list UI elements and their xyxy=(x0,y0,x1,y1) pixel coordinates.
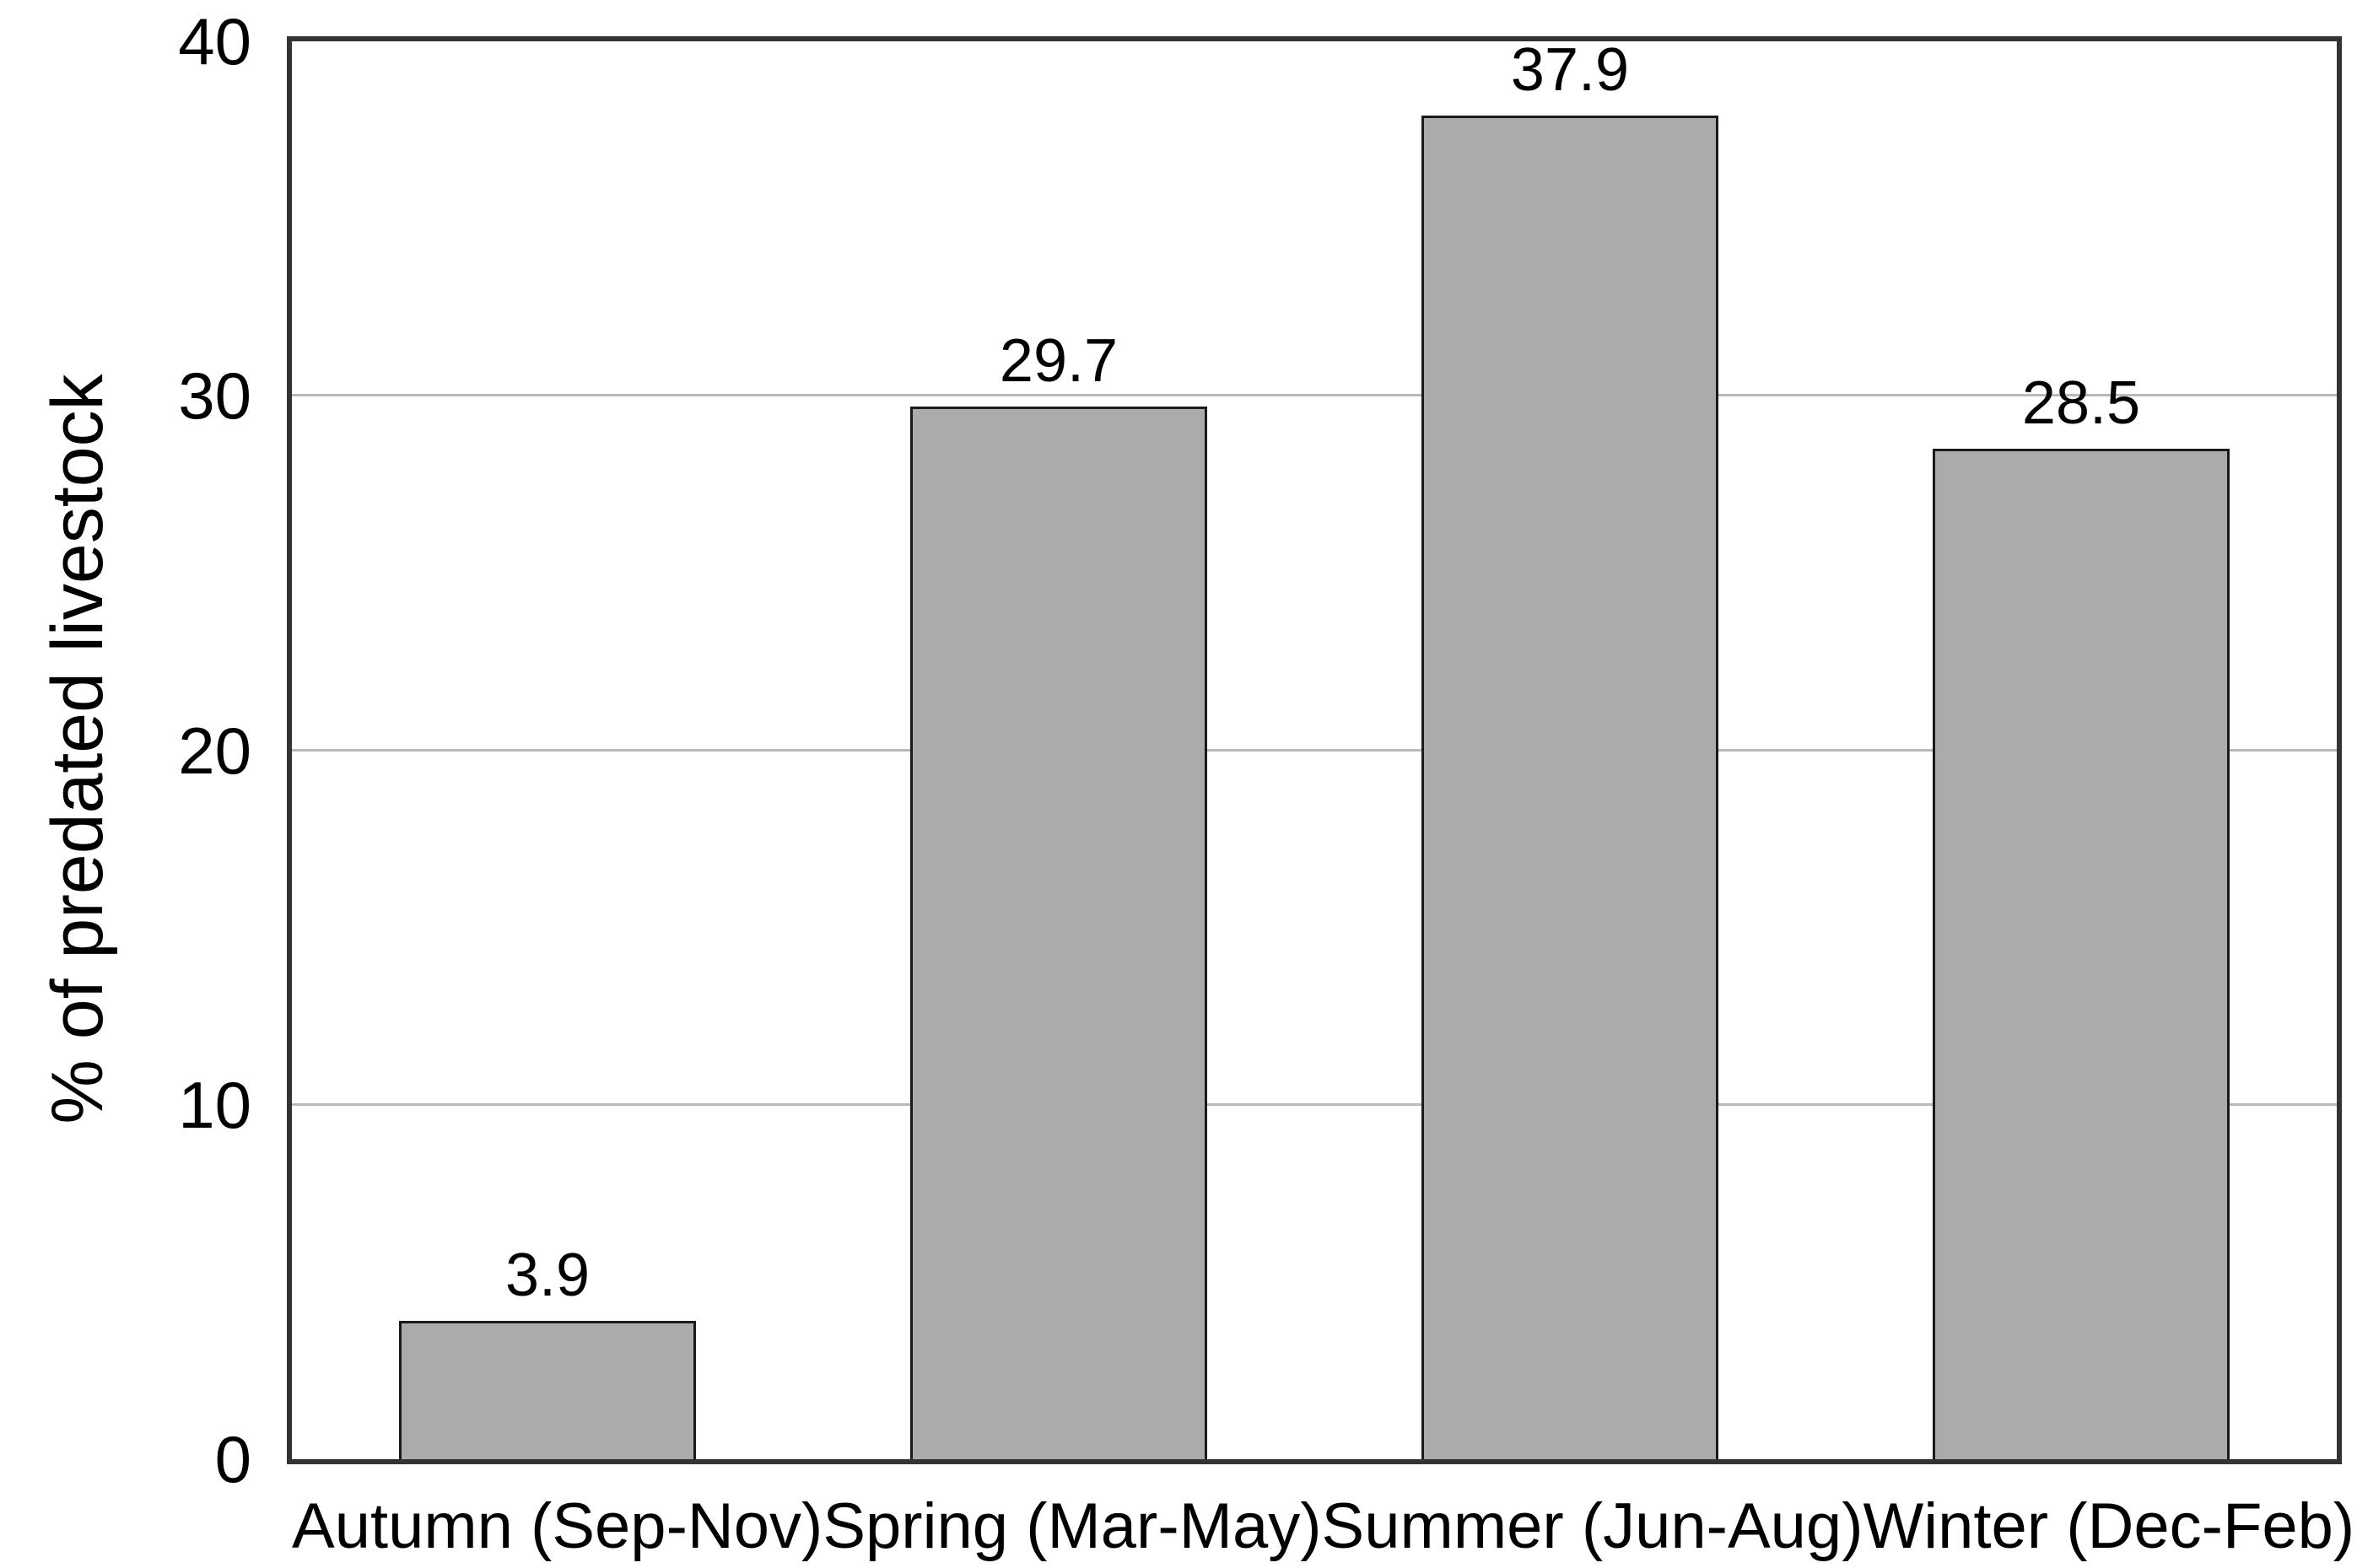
bar-value-label-2: 29.7 xyxy=(999,326,1119,395)
plot-area: 3.9 29.7 37.9 28.5 xyxy=(287,36,2342,1464)
bar-value-label-1: 3.9 xyxy=(504,1242,591,1310)
bar-2 xyxy=(910,406,1207,1459)
bar-value-label-3: 37.9 xyxy=(1510,36,1630,105)
x-category-label-4: Winter (Dec-Feb) xyxy=(1863,1490,2355,1562)
y-tick-label-10: 10 xyxy=(178,1067,251,1142)
bar-slot-3: 37.9 xyxy=(1314,36,1826,1459)
y-tick-label-40: 40 xyxy=(178,4,251,78)
bar-4 xyxy=(1933,449,2230,1459)
gridline-20 xyxy=(292,748,2337,752)
bar-1 xyxy=(399,1321,696,1459)
x-category-label-3: Summer (Jun-Aug) xyxy=(1321,1490,1863,1562)
gridline-30 xyxy=(292,394,2337,397)
x-axis-category-labels: Autumn (Sep-Nov) Spring (Mar-May) Summer (… xyxy=(292,1489,2354,1565)
bar-3 xyxy=(1421,116,1718,1459)
y-tick-label-0: 0 xyxy=(214,1422,251,1496)
y-tick-label-20: 20 xyxy=(178,713,251,788)
x-category-label-1: Autumn (Sep-Nov) xyxy=(292,1490,823,1562)
bar-slot-2: 29.7 xyxy=(803,41,1314,1459)
bar-slot-4: 28.5 xyxy=(1826,41,2337,1459)
bar-value-label-4: 28.5 xyxy=(2021,369,2141,438)
y-axis-tick-labels: 0 10 20 30 40 xyxy=(0,0,251,1568)
x-category-label-2: Spring (Mar-May) xyxy=(823,1490,1322,1562)
y-tick-label-30: 30 xyxy=(178,358,251,434)
bar-slot-1: 3.9 xyxy=(292,41,803,1459)
gridline-10 xyxy=(292,1102,2337,1106)
